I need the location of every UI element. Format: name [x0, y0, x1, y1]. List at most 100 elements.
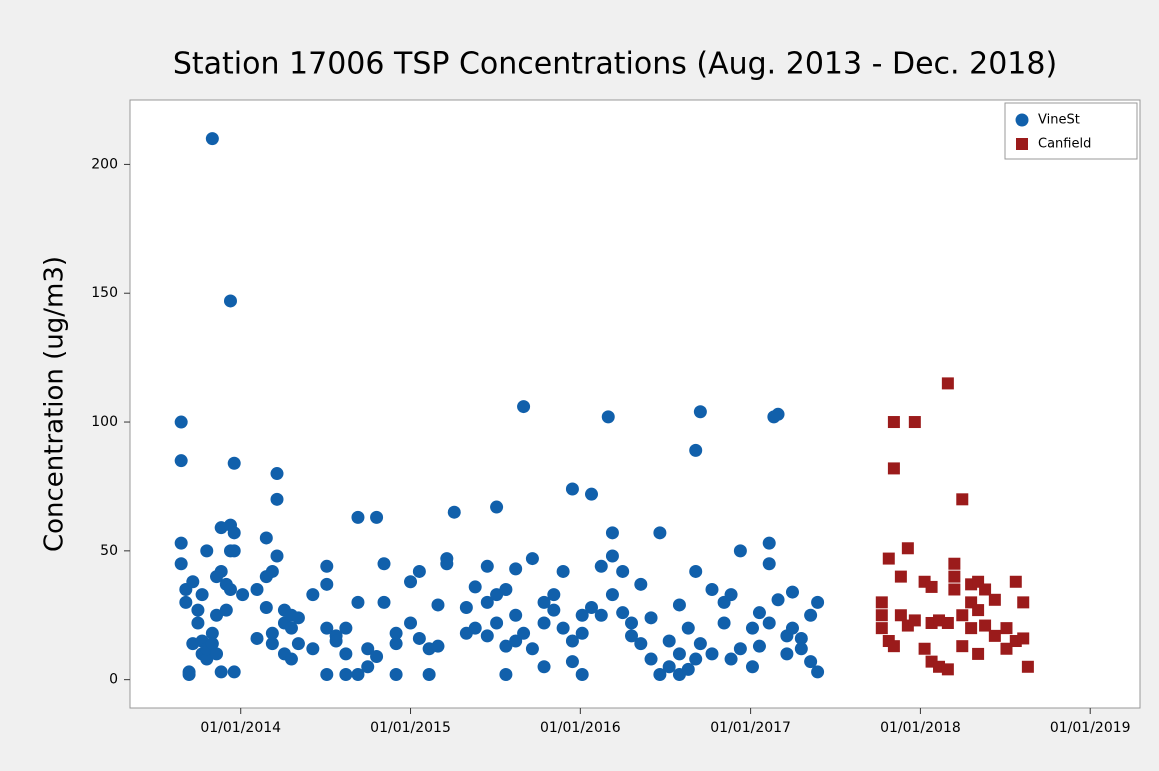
point — [329, 634, 343, 648]
point — [594, 608, 608, 622]
point — [894, 609, 907, 622]
point — [179, 595, 193, 609]
point — [490, 616, 504, 630]
point — [565, 482, 579, 496]
point — [625, 616, 639, 630]
point — [265, 637, 279, 651]
point — [517, 626, 531, 640]
point — [1000, 622, 1013, 635]
point — [752, 606, 766, 620]
point — [490, 500, 504, 514]
point — [1009, 575, 1022, 588]
point — [882, 552, 895, 565]
point — [377, 595, 391, 609]
point — [468, 621, 482, 635]
point — [662, 634, 676, 648]
point — [908, 416, 921, 429]
point — [361, 660, 375, 674]
point — [223, 294, 237, 308]
point — [191, 616, 205, 630]
point — [771, 593, 785, 607]
point — [422, 668, 436, 682]
point — [771, 407, 785, 421]
point — [227, 526, 241, 540]
point — [440, 557, 454, 571]
point — [811, 595, 825, 609]
point — [672, 647, 686, 661]
point — [717, 616, 731, 630]
point — [925, 580, 938, 593]
point — [270, 549, 284, 563]
point — [200, 544, 214, 558]
point — [887, 416, 900, 429]
point — [601, 410, 615, 424]
point — [174, 454, 188, 468]
point — [575, 608, 589, 622]
point — [605, 549, 619, 563]
point — [182, 668, 196, 682]
point — [1017, 596, 1030, 609]
point — [662, 660, 676, 674]
point — [894, 570, 907, 583]
point — [965, 622, 978, 635]
point — [361, 642, 375, 656]
point — [956, 609, 969, 622]
point — [724, 652, 738, 666]
point — [547, 603, 561, 617]
point — [205, 626, 219, 640]
point — [250, 631, 264, 645]
point — [762, 616, 776, 630]
point — [733, 544, 747, 558]
point — [689, 652, 703, 666]
point — [320, 577, 334, 591]
point — [412, 564, 426, 578]
point — [733, 642, 747, 656]
legend-marker — [1016, 138, 1028, 150]
point — [339, 647, 353, 661]
point — [625, 629, 639, 643]
point — [594, 559, 608, 573]
point — [689, 443, 703, 457]
point — [724, 588, 738, 602]
point — [565, 655, 579, 669]
point — [339, 668, 353, 682]
point — [901, 542, 914, 555]
point — [227, 456, 241, 470]
point — [556, 564, 570, 578]
point — [320, 621, 334, 635]
point — [634, 577, 648, 591]
legend-marker — [1015, 113, 1029, 127]
point — [174, 415, 188, 429]
point — [575, 626, 589, 640]
point — [1000, 642, 1013, 655]
point — [404, 575, 418, 589]
point — [575, 668, 589, 682]
point — [605, 526, 619, 540]
point — [689, 564, 703, 578]
point — [205, 132, 219, 146]
point — [223, 582, 237, 596]
point — [941, 663, 954, 676]
point — [887, 462, 900, 475]
x-tick-label: 01/01/2016 — [540, 720, 621, 736]
point — [370, 649, 384, 663]
point — [705, 647, 719, 661]
point — [948, 557, 961, 570]
point — [762, 557, 776, 571]
point — [616, 606, 630, 620]
chart-title: Station 17006 TSP Concentrations (Aug. 2… — [173, 47, 1057, 82]
point — [979, 619, 992, 632]
point — [672, 598, 686, 612]
y-tick-label: 100 — [91, 414, 118, 430]
point — [908, 614, 921, 627]
point — [265, 564, 279, 578]
legend: VineSt Canfield — [1004, 102, 1138, 160]
point — [537, 595, 551, 609]
point — [259, 531, 273, 545]
point — [370, 510, 384, 524]
point — [941, 377, 954, 390]
point — [693, 637, 707, 651]
point — [431, 639, 445, 653]
point — [525, 642, 539, 656]
